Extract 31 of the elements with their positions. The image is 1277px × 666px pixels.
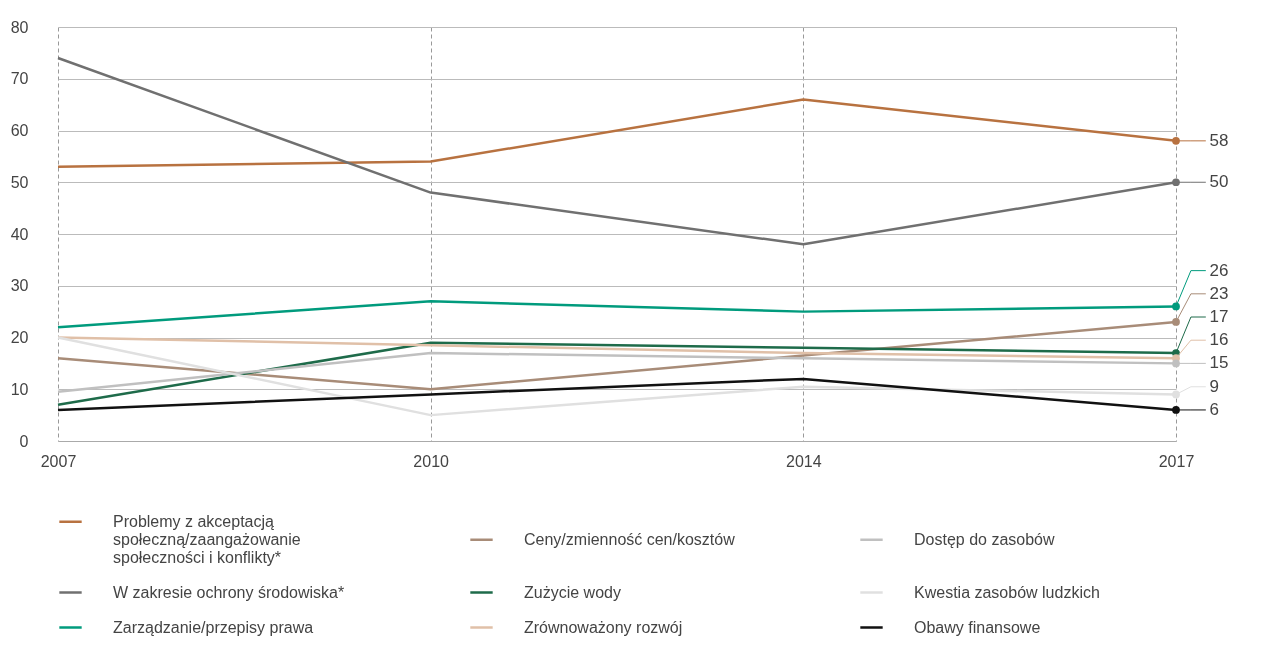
y-tick-label: 30 [10, 277, 29, 295]
y-tick-label: 10 [10, 380, 29, 398]
legend-label: Zużycie wody [524, 583, 621, 601]
legend-label: Zrównoważony rozwój [524, 618, 683, 636]
x-tick-label: 2010 [413, 452, 450, 470]
y-tick-label: 20 [10, 329, 29, 346]
legend-label: W zakresie ochrony środowiska* [113, 583, 345, 601]
data-label: 16 [1209, 330, 1229, 350]
data-label: 9 [1209, 376, 1220, 396]
legend-label: Ceny/zmienność cen/kosztów [524, 530, 736, 548]
data-label: 23 [1209, 283, 1229, 303]
data-label: 6 [1209, 399, 1220, 419]
y-tick-label: 70 [10, 70, 29, 88]
legend-label: Zarządzanie/przepisy prawa [113, 618, 314, 636]
y-tick-label: 60 [10, 122, 29, 139]
legend-label: Obawy finansowe [914, 618, 1041, 636]
data-label: 50 [1209, 172, 1229, 192]
legend-label: Problemy z akceptacją społeczną/zaangażowanie społeczności i konflikty* [113, 512, 301, 566]
y-tick-label: 80 [10, 18, 29, 36]
y-tick-label: 0 [19, 432, 29, 450]
data-label: 15 [1209, 353, 1229, 373]
y-tick-label: 40 [10, 225, 29, 243]
data-label: 17 [1209, 307, 1229, 327]
x-tick-label: 2014 [786, 452, 822, 470]
x-tick-label: 2007 [40, 452, 77, 470]
data-label: 26 [1209, 260, 1229, 280]
x-tick-label: 2017 [1158, 452, 1195, 470]
y-tick-label: 50 [10, 173, 29, 191]
legend-label: Dostęp do zasobów [914, 530, 1055, 548]
data-label: 58 [1209, 130, 1229, 150]
legend-label: Kwestia zasobów ludzkich [914, 583, 1100, 601]
